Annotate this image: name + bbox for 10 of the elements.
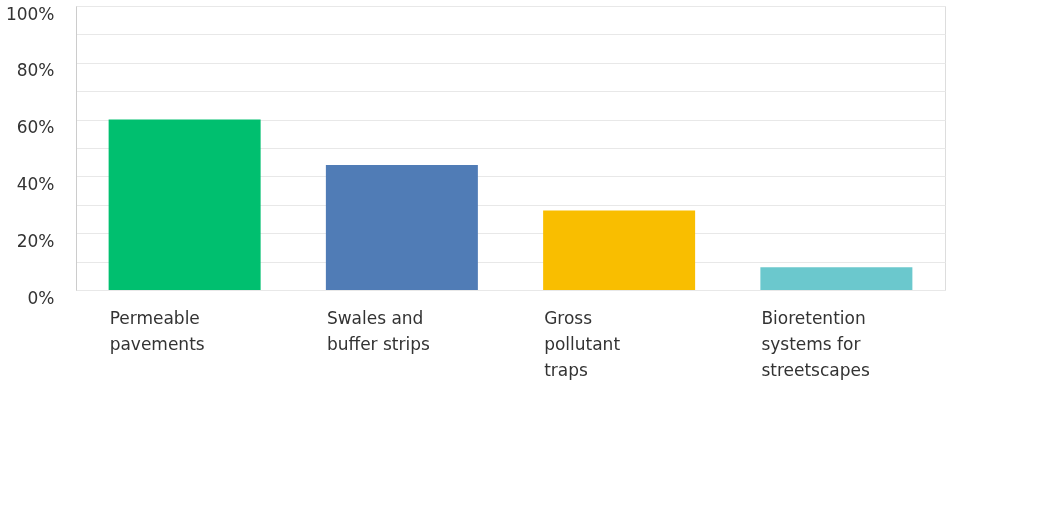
y-tick-label: 0%	[27, 287, 55, 308]
y-tick-label: 60%	[16, 117, 55, 138]
y-tick-label: 40%	[16, 173, 55, 194]
x-tick-label: Permeable pavements	[109, 307, 205, 354]
y-tick-label: 80%	[16, 60, 55, 81]
y-tick-label: 100%	[5, 3, 55, 24]
y-tick-label: 20%	[16, 230, 55, 251]
x-tick-label: Bioretention systems for streetscapes	[761, 307, 870, 380]
x-tick-label: Gross pollutant traps	[544, 307, 621, 380]
x-tick-label: Swales and buffer strips	[326, 307, 431, 354]
